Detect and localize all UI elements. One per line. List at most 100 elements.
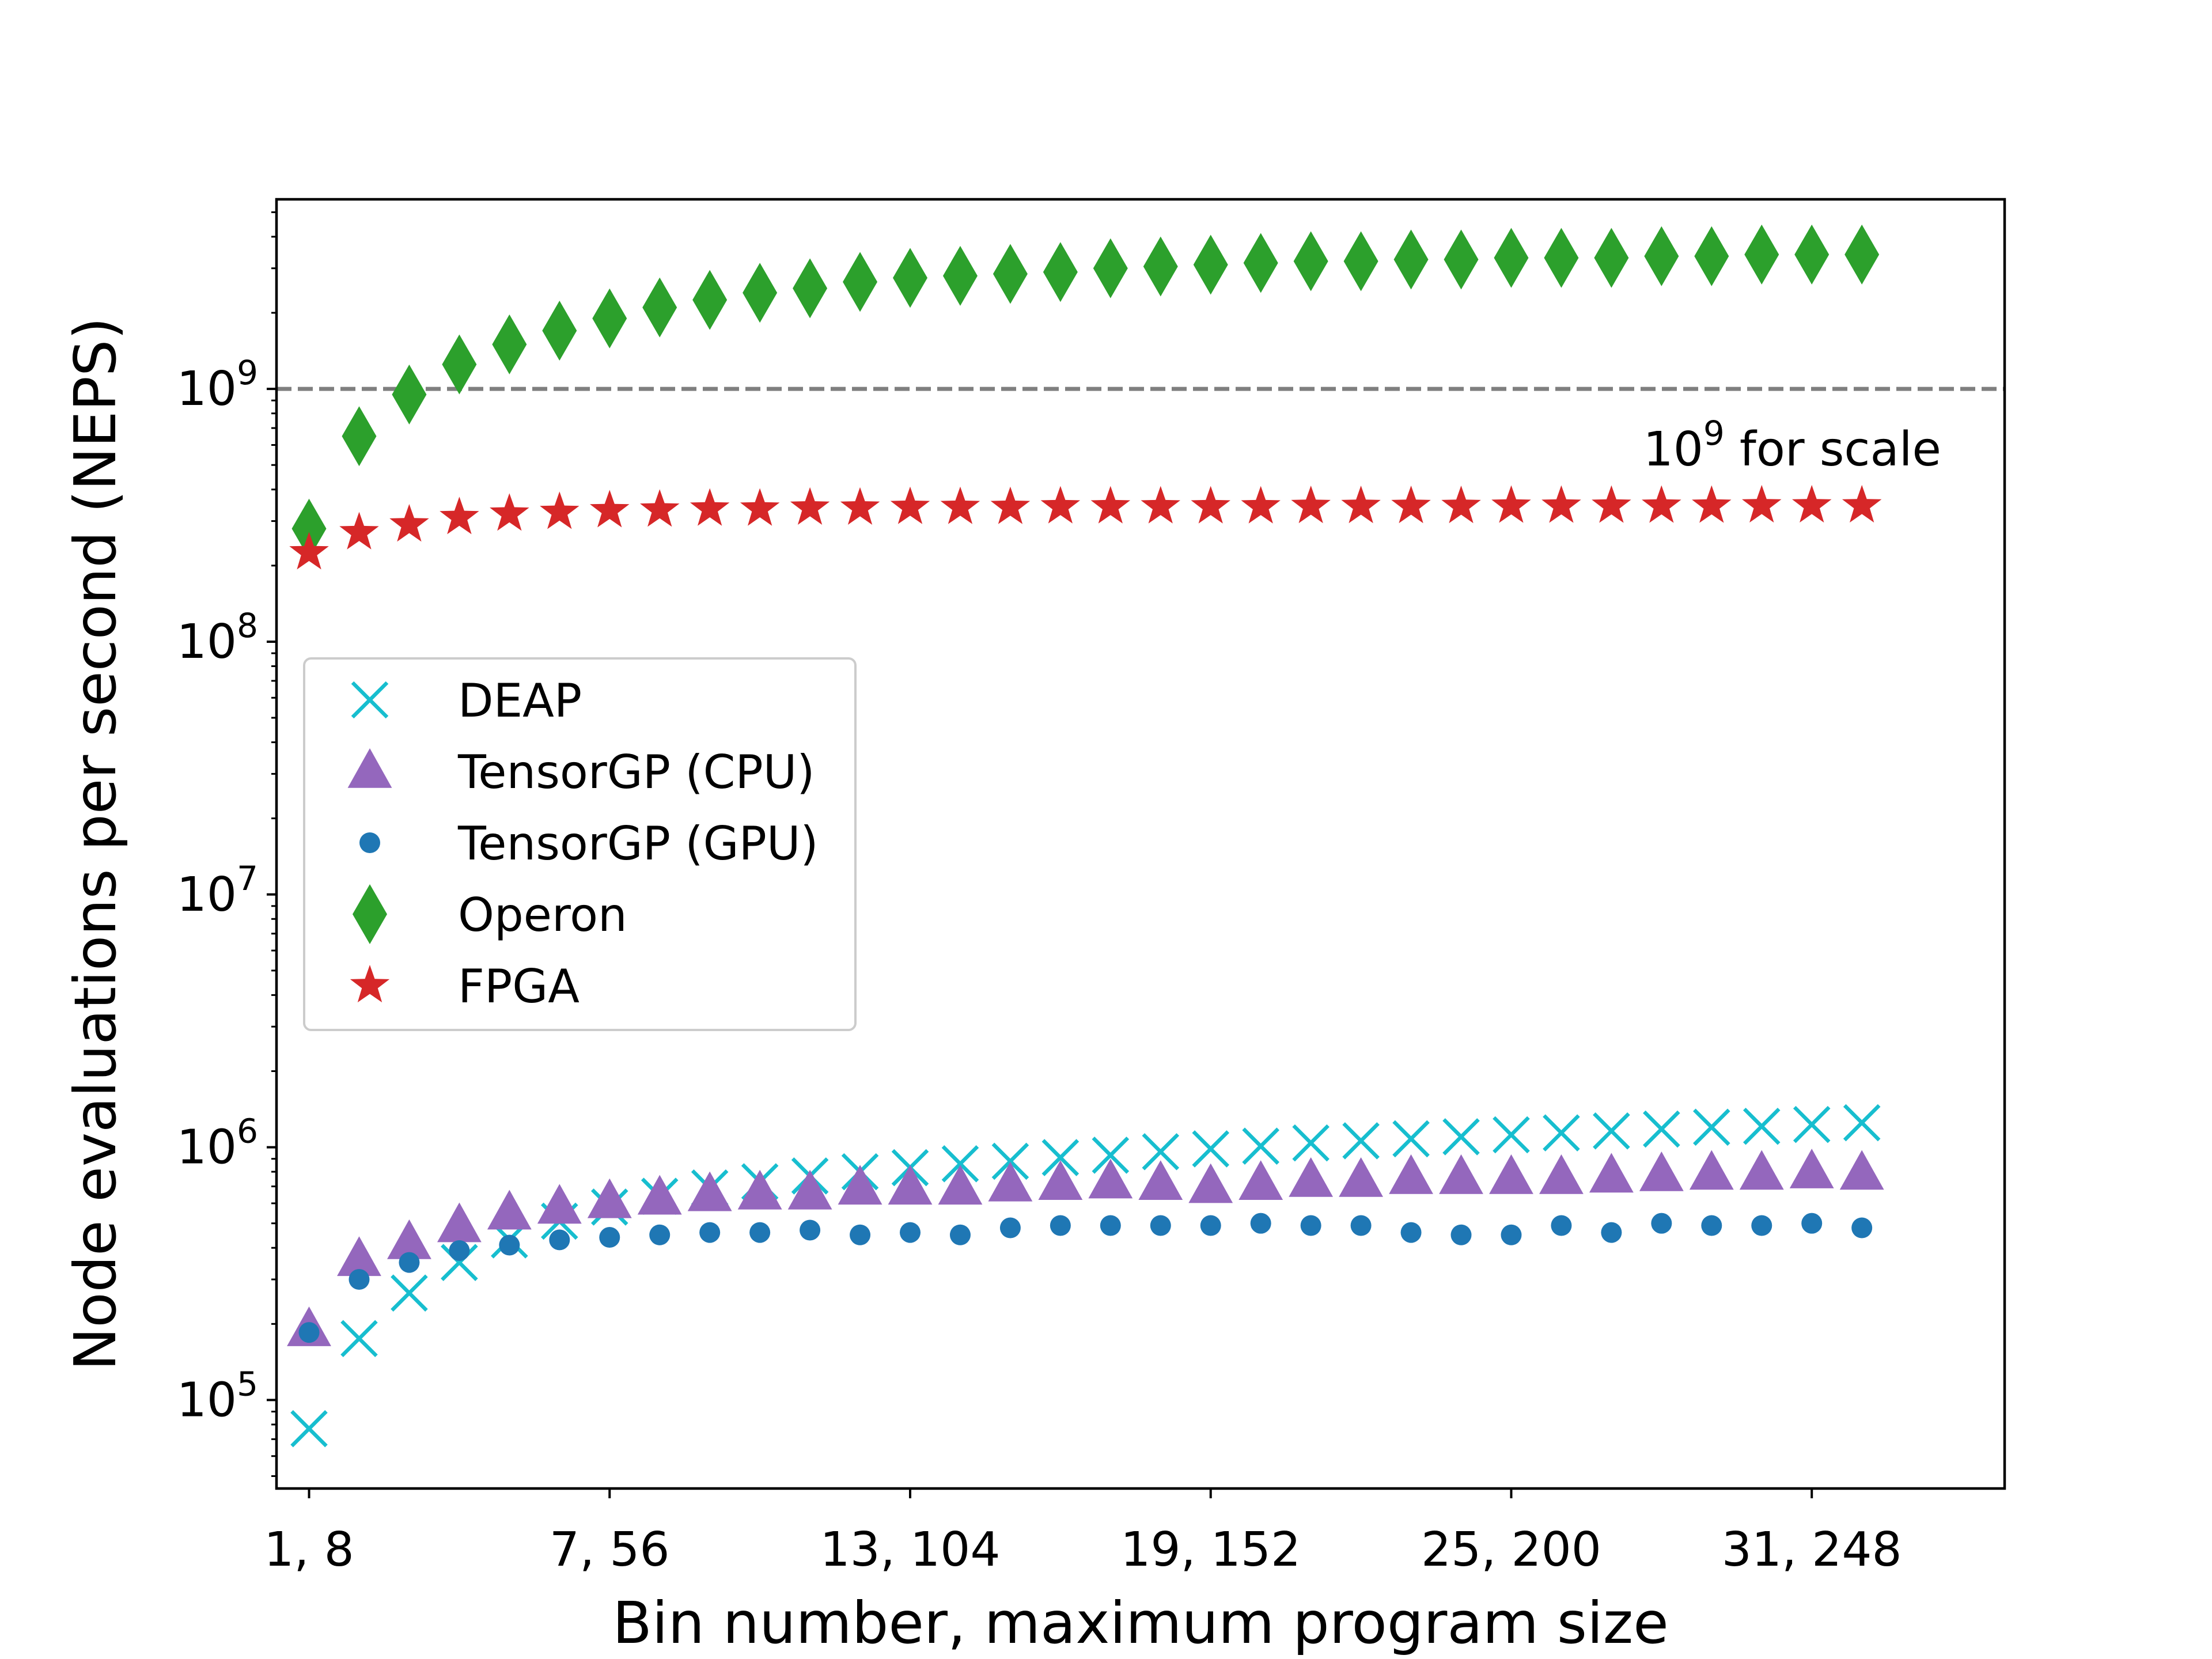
data-point xyxy=(1639,1151,1684,1191)
data-point xyxy=(649,1224,671,1245)
data-point xyxy=(642,277,677,338)
data-point xyxy=(1743,1107,1781,1145)
legend-marker xyxy=(350,965,390,1003)
data-point xyxy=(843,252,878,312)
data-point xyxy=(1150,1215,1171,1236)
data-point xyxy=(1842,484,1882,523)
data-point xyxy=(1041,1139,1080,1176)
data-point xyxy=(1701,1215,1722,1236)
data-point xyxy=(337,1236,381,1277)
data-point xyxy=(1040,486,1081,524)
data-point xyxy=(1644,226,1679,286)
data-point xyxy=(1589,1153,1634,1193)
data-point xyxy=(1088,1158,1133,1199)
data-point xyxy=(1090,486,1131,524)
data-point xyxy=(1541,485,1581,523)
data-point xyxy=(737,1169,782,1210)
data-point xyxy=(399,1252,420,1273)
data-point xyxy=(692,270,728,330)
data-point xyxy=(1742,484,1782,523)
data-point xyxy=(1601,1222,1622,1243)
data-point xyxy=(1242,1127,1279,1165)
series-tensorgp-gpu xyxy=(298,1213,1873,1343)
x-tick-label: 19, 152 xyxy=(1120,1522,1301,1577)
data-point xyxy=(1191,486,1230,524)
legend-label: DEAP xyxy=(458,674,582,728)
data-point xyxy=(290,1410,328,1448)
data-point xyxy=(1494,228,1529,288)
data-point xyxy=(637,1175,682,1215)
data-point xyxy=(1642,485,1681,523)
data-point xyxy=(487,1190,532,1230)
data-point xyxy=(349,1269,370,1290)
data-point xyxy=(1543,1114,1580,1152)
data-point xyxy=(938,1165,983,1205)
data-point xyxy=(1339,1157,1384,1197)
data-point xyxy=(888,1165,933,1205)
data-point xyxy=(1188,1163,1233,1203)
data-point xyxy=(1141,486,1180,524)
data-point xyxy=(1801,1213,1823,1234)
data-point xyxy=(1200,1215,1221,1236)
data-point xyxy=(449,1240,470,1262)
y-axis-label: Node evaluations per second (NEPS) xyxy=(62,317,129,1371)
data-point xyxy=(1594,228,1629,288)
data-point xyxy=(838,1165,882,1205)
data-point xyxy=(1793,1105,1831,1143)
data-point xyxy=(1739,1150,1784,1190)
legend-box xyxy=(303,657,857,1031)
data-point xyxy=(940,486,980,524)
data-point xyxy=(1693,1108,1730,1146)
data-point xyxy=(1539,1154,1584,1194)
x-tick-label: 1, 8 xyxy=(264,1522,354,1577)
data-point xyxy=(749,1222,771,1243)
data-point xyxy=(1843,1104,1881,1142)
data-point xyxy=(492,314,527,374)
x-tick-label: 31, 248 xyxy=(1722,1522,1902,1577)
data-point xyxy=(900,1222,921,1243)
data-point xyxy=(1241,486,1281,524)
data-point xyxy=(440,497,479,535)
data-point xyxy=(999,1217,1021,1238)
data-point xyxy=(793,258,828,319)
data-point xyxy=(1544,228,1579,288)
data-point xyxy=(1643,1110,1680,1148)
legend-marker xyxy=(353,884,387,944)
data-point xyxy=(942,245,978,306)
data-point xyxy=(1142,1133,1180,1171)
data-point xyxy=(988,1161,1033,1202)
data-point xyxy=(991,1142,1029,1180)
data-point xyxy=(1392,1120,1430,1158)
data-point xyxy=(1689,1150,1734,1190)
data-point xyxy=(587,1178,632,1218)
data-point xyxy=(1393,229,1429,290)
y-tick-label: 106 xyxy=(177,1112,258,1175)
data-point xyxy=(1050,1215,1071,1236)
data-point xyxy=(1389,1154,1433,1194)
data-point xyxy=(1751,1215,1772,1236)
legend-label: Operon xyxy=(458,888,627,942)
data-point xyxy=(1289,1157,1334,1197)
data-point xyxy=(1300,1215,1321,1236)
data-point xyxy=(1350,1215,1372,1236)
x-tick-label: 25, 200 xyxy=(1421,1522,1601,1577)
data-point xyxy=(941,1145,979,1183)
x-axis-label: Bin number, maximum program size xyxy=(612,1589,1669,1657)
data-point xyxy=(442,334,477,395)
data-point xyxy=(893,248,927,308)
y-tick-label: 107 xyxy=(177,859,258,922)
data-point xyxy=(1593,1112,1630,1150)
data-point xyxy=(289,532,329,570)
legend: DEAP TensorGP (CPU) TensorGP (GPU) Operon FP… xyxy=(303,657,857,1031)
data-point xyxy=(740,488,780,526)
data-point xyxy=(389,504,429,542)
data-point xyxy=(1193,234,1228,295)
y-tick-label: 108 xyxy=(177,606,258,669)
data-point xyxy=(1442,1118,1480,1156)
data-point xyxy=(499,1234,520,1256)
x-tick-label: 13, 104 xyxy=(820,1522,1001,1577)
data-point xyxy=(890,486,930,524)
data-point xyxy=(1551,1215,1572,1236)
data-point xyxy=(1493,1116,1530,1154)
